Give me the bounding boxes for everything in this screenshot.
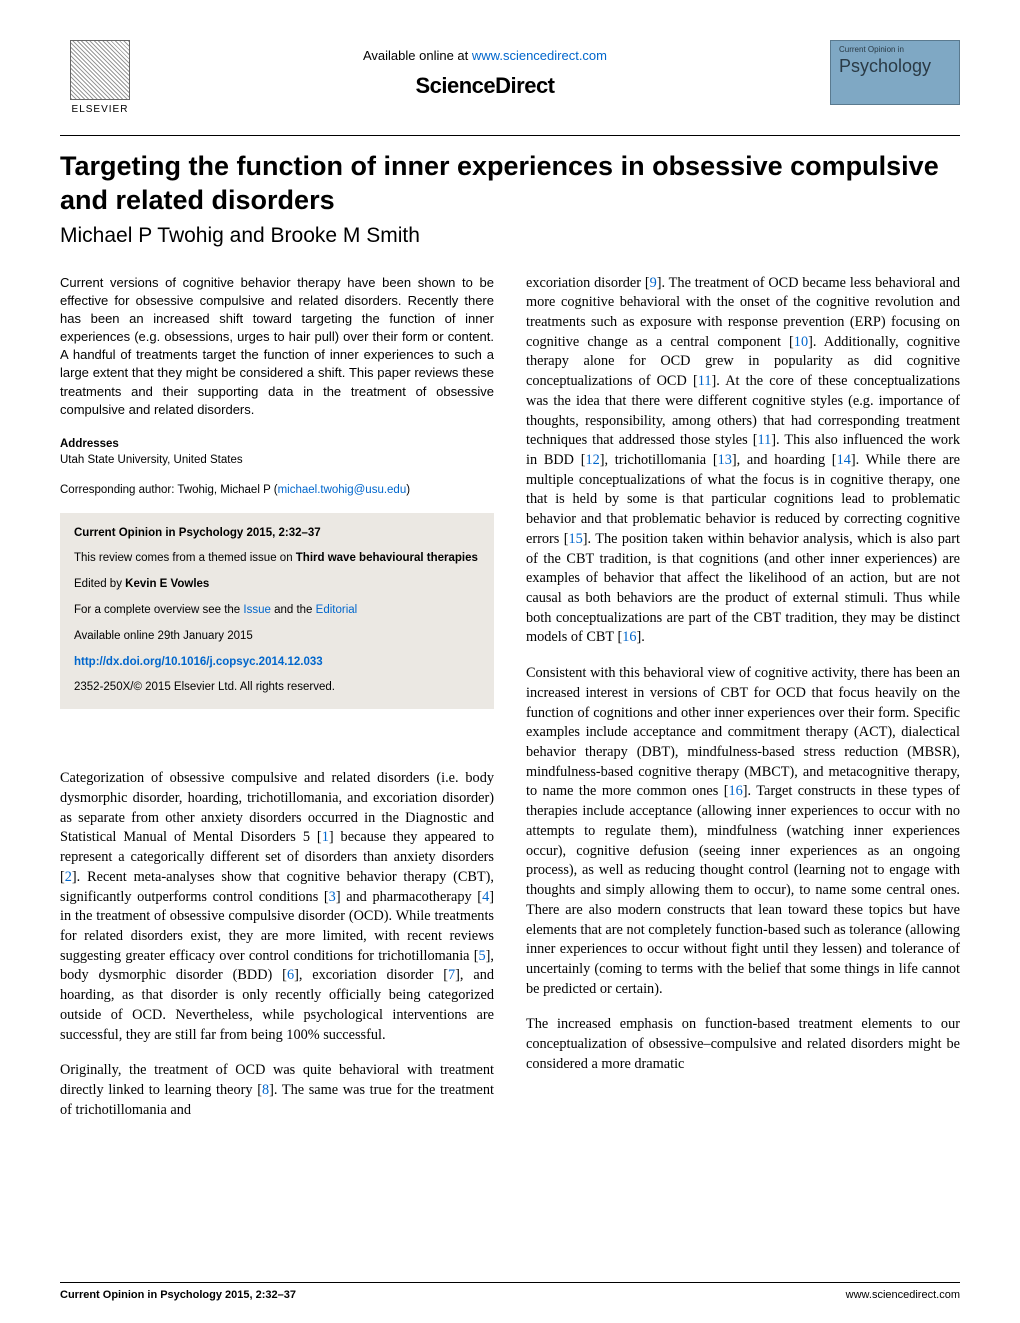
footer-citation: Current Opinion in Psychology 2015, 2:32… [60, 1289, 296, 1301]
ref-1[interactable]: 1 [322, 829, 329, 845]
citation-text: Current Opinion in Psychology 2015, 2:32… [74, 525, 480, 543]
journal-badge-series: Current Opinion in [839, 45, 951, 54]
footer-url: www.sciencedirect.com [846, 1289, 960, 1301]
ref-11a[interactable]: 11 [698, 373, 712, 389]
journal-badge-name: Psychology [839, 56, 951, 77]
article-title: Targeting the function of inner experien… [60, 150, 960, 218]
ref-10[interactable]: 10 [794, 334, 808, 350]
body-right-p3: The increased emphasis on function-based… [526, 1015, 960, 1074]
ref-11b[interactable]: 11 [757, 432, 771, 448]
right-column: excoriation disorder [9]. The treatment … [526, 274, 960, 1137]
publisher-name: ELSEVIER [72, 104, 129, 115]
ref-12[interactable]: 12 [585, 452, 599, 468]
abstract-text: Current versions of cognitive behavior t… [60, 274, 494, 420]
ref-14[interactable]: 14 [837, 452, 851, 468]
body-right-p2: Consistent with this behavioral view of … [526, 664, 960, 999]
themed-issue-text: This review comes from a themed issue on… [74, 550, 480, 568]
corresponding-author-block: Corresponding author: Twohig, Michael P … [60, 483, 494, 499]
sciencedirect-url-link[interactable]: www.sciencedirect.com [472, 48, 607, 63]
ref-16b[interactable]: 16 [728, 783, 742, 799]
available-online-text: Available online at www.sciencedirect.co… [140, 48, 830, 63]
ref-13[interactable]: 13 [718, 452, 732, 468]
body-left-p1: Categorization of obsessive compulsive a… [60, 769, 494, 1045]
article-authors: Michael P Twohig and Brooke M Smith [60, 224, 960, 248]
ref-5[interactable]: 5 [479, 948, 486, 964]
two-column-layout: Current versions of cognitive behavior t… [60, 274, 960, 1137]
ref-15[interactable]: 15 [569, 531, 583, 547]
elsevier-tree-icon [70, 40, 130, 100]
body-left-p2: Originally, the treatment of OCD was qui… [60, 1061, 494, 1120]
corr-prefix: Corresponding author: Twohig, Michael P … [60, 484, 278, 496]
corr-email-link[interactable]: michael.twohig@usu.edu [278, 484, 407, 496]
issue-link[interactable]: Issue [243, 604, 271, 616]
editorial-link[interactable]: Editorial [316, 604, 358, 616]
ref-2[interactable]: 2 [65, 869, 72, 885]
publisher-block: ELSEVIER [60, 40, 140, 115]
article-info-box: Current Opinion in Psychology 2015, 2:32… [60, 513, 494, 710]
ref-3[interactable]: 3 [329, 889, 336, 905]
page-header: ELSEVIER Available online at www.science… [60, 40, 960, 115]
body-right-p1: excoriation disorder [9]. The treatment … [526, 274, 960, 649]
corr-suffix: ) [406, 484, 410, 496]
ref-9[interactable]: 9 [650, 275, 657, 291]
page-footer: Current Opinion in Psychology 2015, 2:32… [60, 1282, 960, 1301]
available-prefix: Available online at [363, 48, 472, 63]
addresses-text: Utah State University, United States [60, 453, 494, 469]
addresses-label: Addresses [60, 437, 494, 453]
doi-block: http://dx.doi.org/10.1016/j.copsyc.2014.… [74, 654, 480, 672]
platform-name: ScienceDirect [140, 73, 830, 99]
copyright-text: 2352-250X/© 2015 Elsevier Ltd. All right… [74, 679, 480, 697]
journal-badge: Current Opinion in Psychology [830, 40, 960, 105]
online-date-text: Available online 29th January 2015 [74, 628, 480, 646]
ref-16a[interactable]: 16 [622, 629, 636, 645]
addresses-block: Addresses Utah State University, United … [60, 437, 494, 469]
editor-text: Edited by Kevin E Vowles [74, 576, 480, 594]
left-column: Current versions of cognitive behavior t… [60, 274, 494, 1137]
header-center: Available online at www.sciencedirect.co… [140, 40, 830, 99]
overview-text: For a complete overview see the Issue an… [74, 602, 480, 620]
doi-link[interactable]: http://dx.doi.org/10.1016/j.copsyc.2014.… [74, 656, 323, 668]
title-divider [60, 135, 960, 136]
